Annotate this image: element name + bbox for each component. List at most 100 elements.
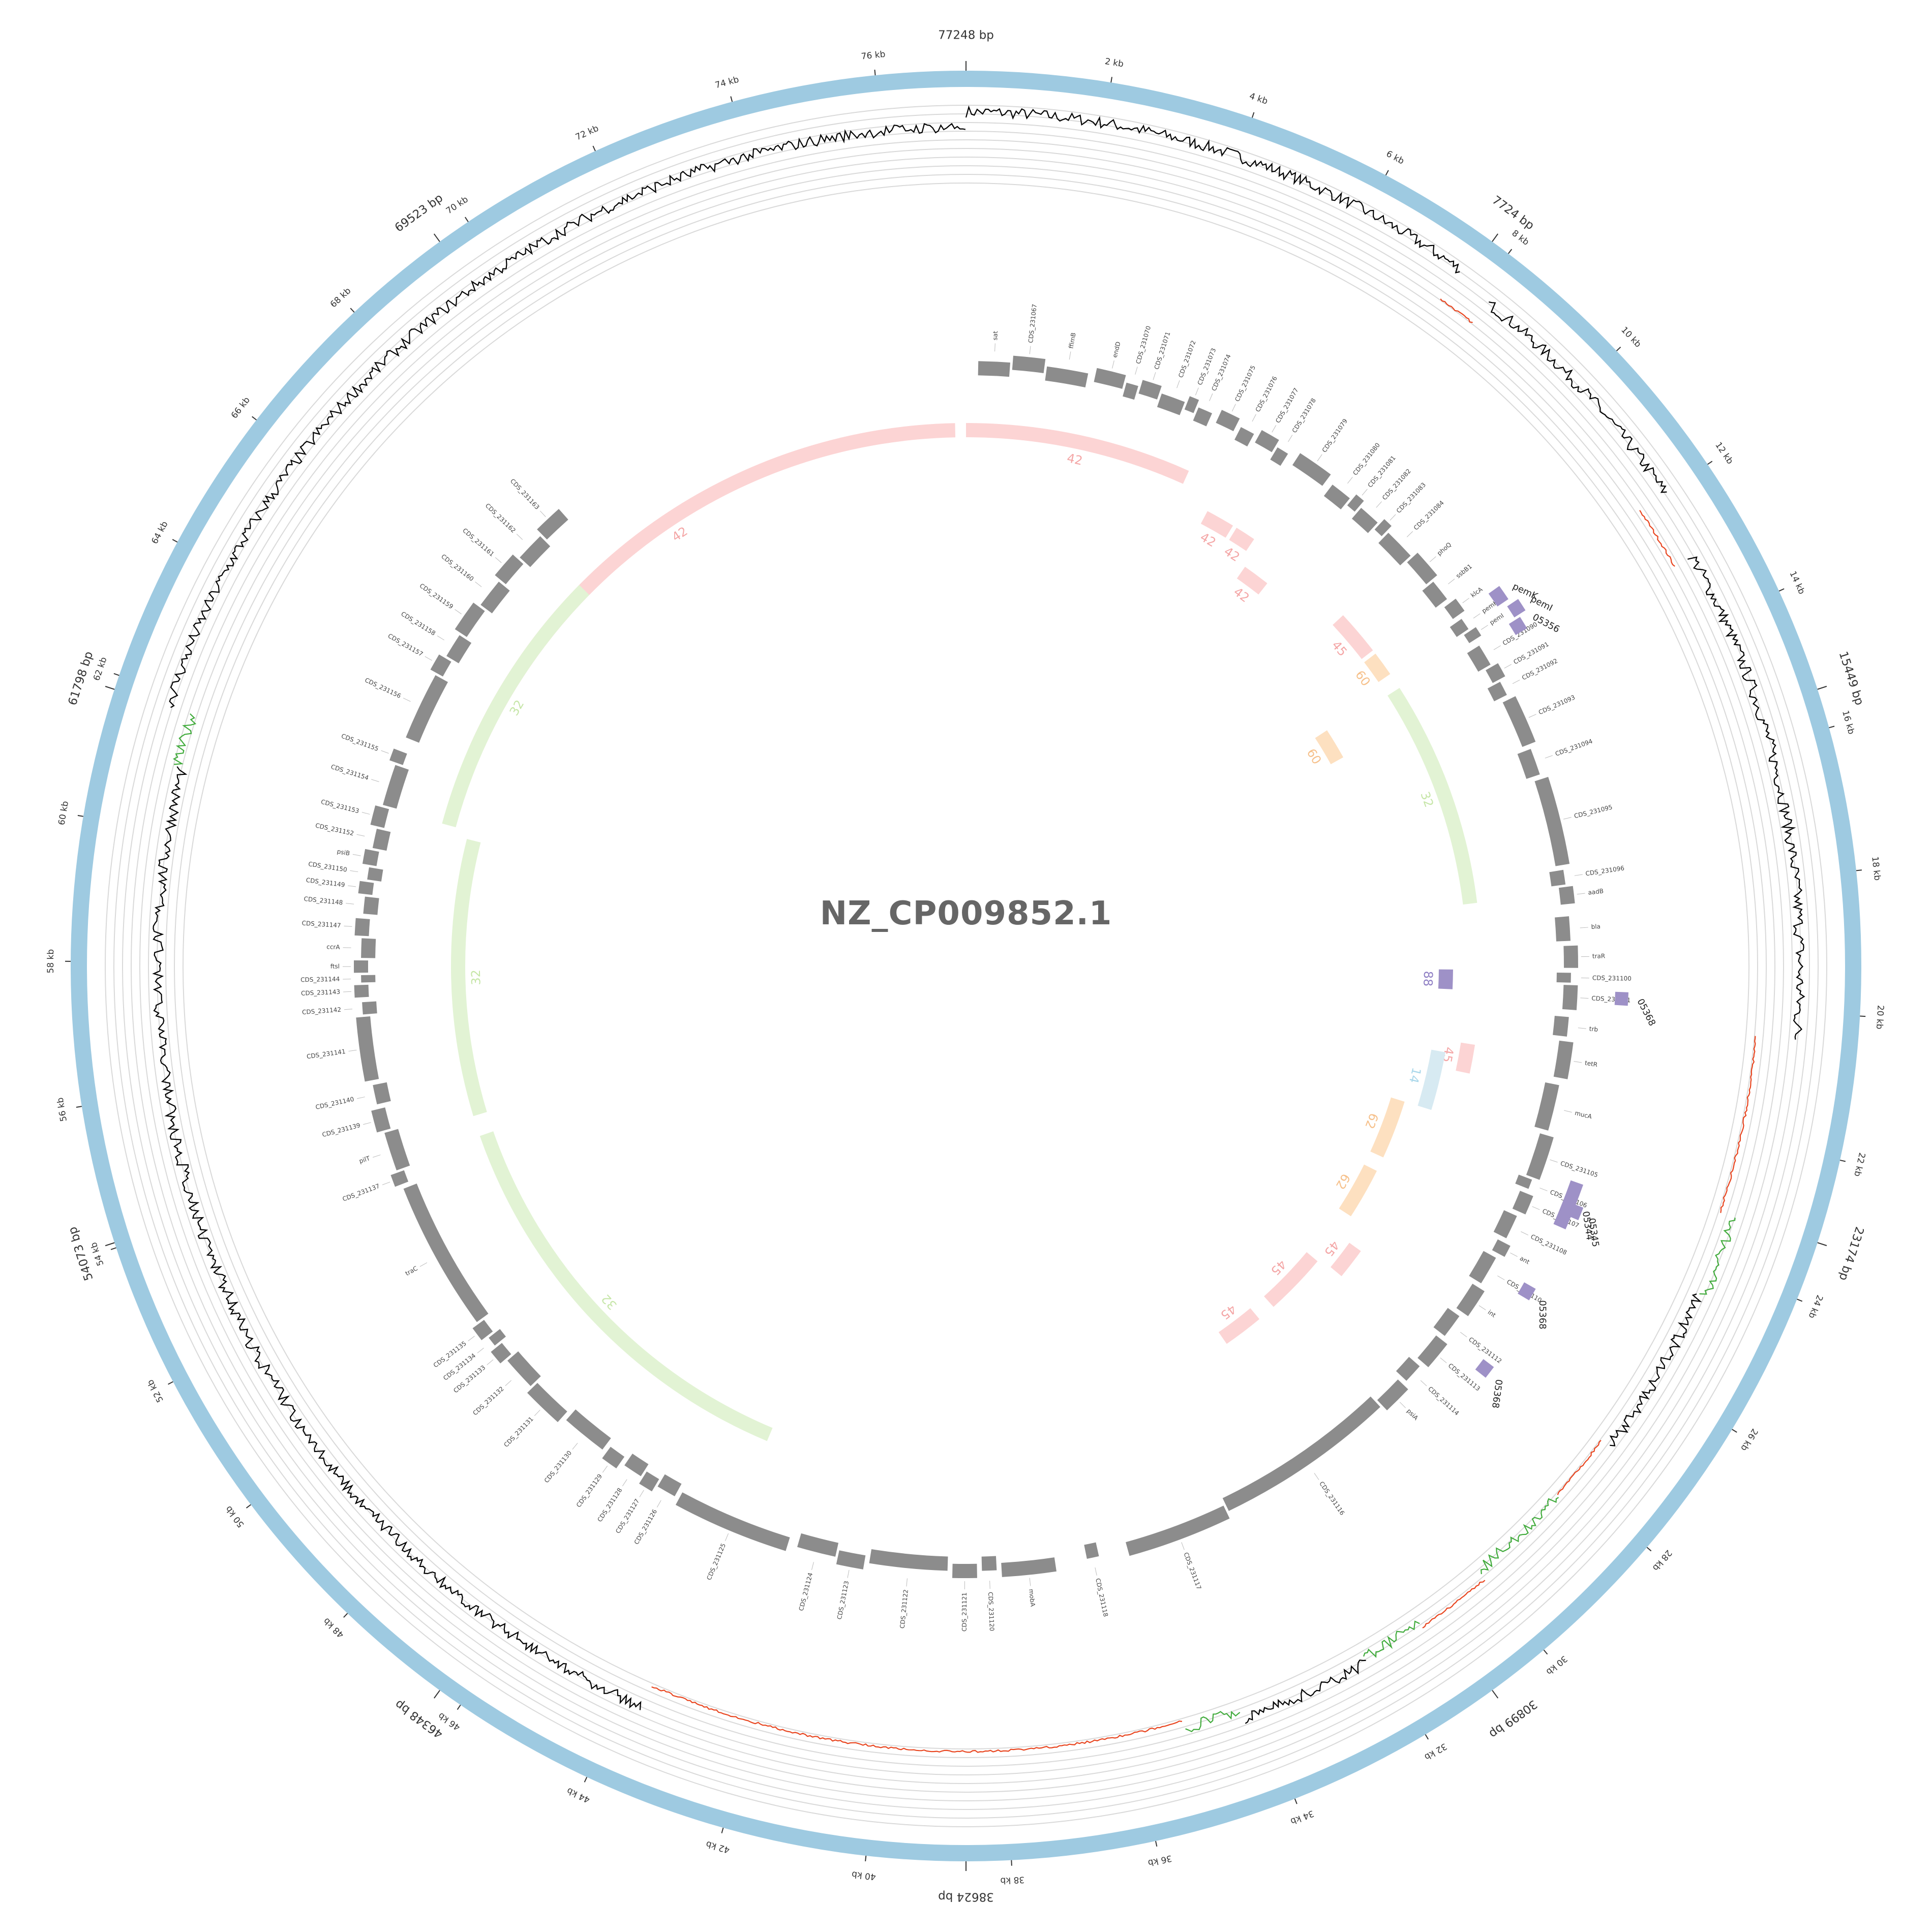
- gene-block: [1486, 663, 1505, 683]
- homology-block: [1364, 653, 1391, 682]
- gene-block: [1515, 1174, 1532, 1189]
- homology-block-label: 62: [1362, 1111, 1381, 1131]
- gene-block: [1347, 494, 1364, 512]
- homology-block: [1438, 969, 1453, 989]
- gene-block: [373, 1082, 391, 1105]
- gene-label: trb: [1589, 1025, 1598, 1033]
- gene-block: [358, 881, 374, 895]
- kb-tick-mark: [874, 70, 876, 76]
- kb-tick-mark: [1543, 1649, 1548, 1655]
- gene-block: [361, 938, 376, 958]
- gene-block: [389, 748, 407, 765]
- kb-tick-mark: [350, 308, 355, 313]
- gene-leader-line: [344, 1009, 353, 1010]
- kb-tick-mark: [1707, 461, 1713, 465]
- gene-block: [1292, 453, 1331, 486]
- gene-leader-line: [1550, 1159, 1558, 1163]
- gene-block: [382, 765, 409, 809]
- kb-tick-label: 24 kb: [1806, 1293, 1825, 1320]
- kb-tick-label: 54 kb: [88, 1241, 106, 1267]
- gene-leader-line: [1376, 501, 1382, 508]
- homology-block: [1456, 1042, 1475, 1074]
- arg-block: [1566, 1202, 1584, 1220]
- gene-label: CDS_231118: [1094, 1578, 1109, 1617]
- gene-leader-line: [1578, 1028, 1586, 1029]
- homology-block-label: 32: [1417, 790, 1436, 809]
- homology-block: [1229, 528, 1254, 551]
- kb-tick-label: 62 kb: [92, 656, 109, 682]
- gene-leader-line: [1252, 414, 1256, 422]
- gene-block: [1094, 368, 1126, 389]
- kb-tick-mark: [1011, 1860, 1012, 1866]
- gene-label: CDS_231161: [461, 527, 495, 558]
- gene-block: [1456, 1283, 1485, 1316]
- gene-leader-line: [455, 609, 462, 615]
- kb-tick-mark: [584, 1776, 588, 1783]
- gc-trace-segment: [1481, 1497, 1559, 1575]
- gene-label: CDS_231128: [596, 1487, 623, 1523]
- homology-block: [1331, 1243, 1361, 1277]
- homology-block-label: 88: [1421, 971, 1435, 986]
- gene-block: [361, 975, 376, 983]
- gene-block: [446, 635, 472, 663]
- homology-block: [1370, 1097, 1405, 1158]
- gene-leader-line: [1580, 927, 1588, 928]
- homology-block-label: 42: [1222, 544, 1243, 564]
- gene-block: [367, 867, 383, 882]
- gene-label: ftsl: [330, 963, 340, 970]
- gene-label: ccrA: [326, 943, 341, 951]
- gene-leader-line: [356, 1096, 365, 1099]
- gene-leader-line: [505, 1380, 512, 1386]
- ref-tick-mark: [1492, 233, 1498, 242]
- gene-leader-line: [1545, 755, 1553, 759]
- kb-tick-mark: [1732, 1429, 1737, 1433]
- gene-leader-line: [1429, 556, 1436, 562]
- gene-block: [1234, 427, 1254, 447]
- homology-block-label: 42: [669, 524, 690, 545]
- gene-block: [1123, 382, 1138, 400]
- gene-block: [1492, 1239, 1511, 1257]
- gene-block: [566, 1409, 611, 1450]
- gene-label: CDS_231152: [315, 822, 354, 837]
- gene-label: CDS_231131: [502, 1415, 534, 1448]
- gene-label: CDS_231112: [1467, 1336, 1503, 1365]
- gene-label: CDS_231158: [400, 610, 437, 637]
- kb-tick-label: 40 kb: [851, 1869, 877, 1882]
- arg-block: [1508, 617, 1527, 636]
- gene-leader-line: [1539, 1188, 1548, 1191]
- gene-leader-line: [487, 1359, 494, 1365]
- gene-leader-line: [1481, 625, 1488, 630]
- gene-block: [356, 1016, 379, 1082]
- gene-block: [1469, 1251, 1496, 1284]
- kb-tick-label: 36 kb: [1147, 1853, 1173, 1868]
- gene-block: [602, 1446, 625, 1469]
- kb-tick-mark: [1829, 726, 1835, 729]
- gene-block: [1193, 407, 1213, 427]
- homology-block-label: 45: [1268, 1257, 1289, 1278]
- kb-tick-label: 72 kb: [574, 124, 600, 143]
- gene-label: mobA: [1028, 1589, 1037, 1608]
- gene-label: CDS_231150: [308, 860, 347, 873]
- gene-leader-line: [419, 1262, 428, 1267]
- gene-leader-line: [1314, 1473, 1319, 1480]
- gene-leader-line: [381, 750, 389, 754]
- gene-label: CDS_231127: [614, 1498, 641, 1535]
- kb-tick-label: 26 kb: [1738, 1427, 1760, 1453]
- gene-label: CDS_231114: [1427, 1385, 1460, 1416]
- kb-tick-mark: [865, 1855, 867, 1862]
- kb-tick-mark: [1155, 1840, 1158, 1847]
- gene-label: CDS_231075: [1233, 365, 1257, 403]
- gene-leader-line: [602, 1465, 608, 1473]
- gene-block: [491, 1343, 511, 1364]
- gene-leader-line: [477, 1347, 484, 1353]
- gene-leader-line: [1406, 531, 1413, 537]
- gene-block: [406, 675, 448, 743]
- gene-label: CDS_231144: [300, 976, 340, 984]
- homology-block-label: 14: [1406, 1066, 1424, 1084]
- gene-block: [1184, 396, 1199, 413]
- gene-leader-line: [356, 834, 365, 837]
- kb-tick-mark: [1616, 346, 1621, 351]
- homology-block: [1200, 511, 1233, 538]
- gene-label: CDS_231124: [798, 1572, 814, 1612]
- kb-tick-label: 28 kb: [1650, 1548, 1674, 1573]
